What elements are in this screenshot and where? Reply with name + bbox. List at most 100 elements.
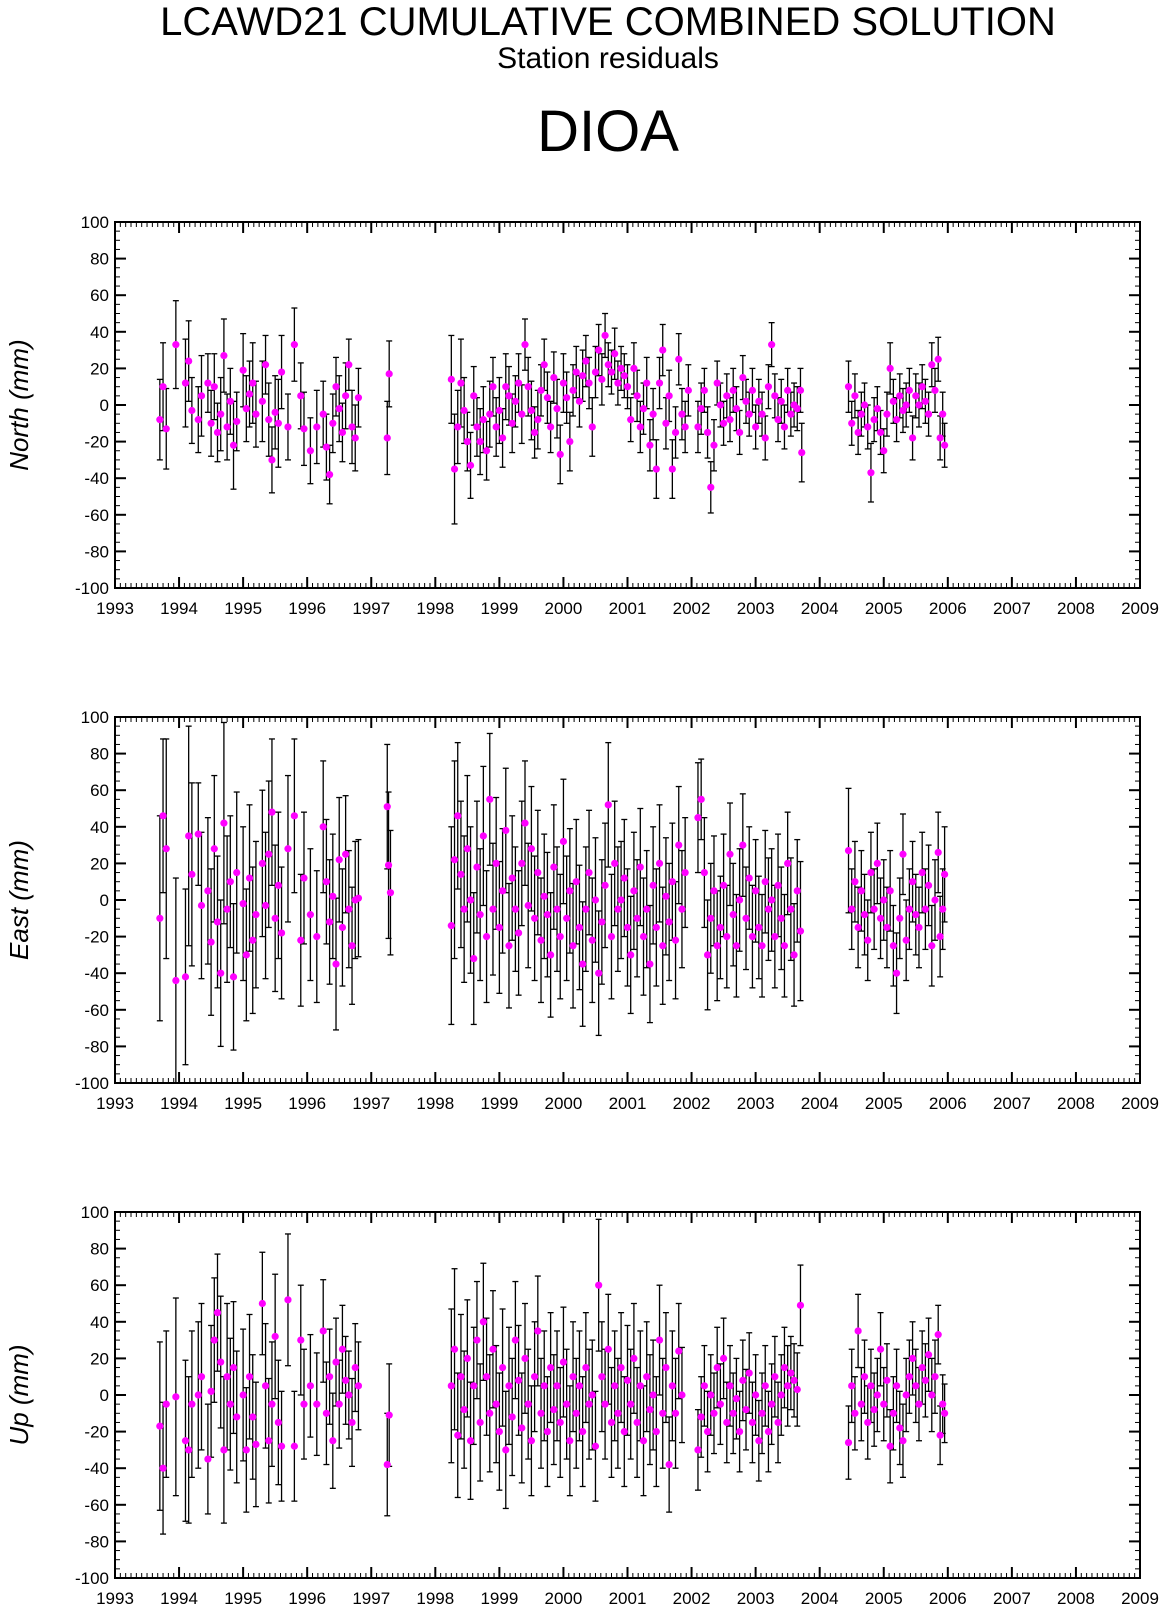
x-tick-label: 2008 xyxy=(1057,599,1095,618)
data-point xyxy=(739,1376,747,1384)
data-point xyxy=(162,425,170,433)
data-point xyxy=(495,923,503,932)
data-point xyxy=(505,942,513,950)
data-point xyxy=(924,1351,933,1359)
data-point xyxy=(675,1347,683,1355)
data-point xyxy=(876,428,885,437)
panel-north: 1993 1994 1995 1996 1997 1998 1999 2000 2001 2002… xyxy=(4,213,1159,618)
data-point xyxy=(697,405,705,413)
x-tick-label: 1996 xyxy=(288,1094,326,1113)
data-point xyxy=(476,1418,484,1427)
data-point xyxy=(796,386,805,394)
data-point xyxy=(537,936,545,944)
data-point xyxy=(217,969,225,977)
data-point xyxy=(326,1373,334,1381)
data-point xyxy=(611,350,619,358)
data-point xyxy=(719,1354,728,1362)
data-point xyxy=(857,410,865,418)
data-point xyxy=(579,960,587,968)
data-point xyxy=(258,397,266,405)
data-point xyxy=(514,1376,523,1384)
data-point xyxy=(543,1428,552,1436)
data-point xyxy=(556,1418,564,1427)
data-point xyxy=(703,1428,712,1436)
data-point xyxy=(729,386,737,394)
y-tick-label: -80 xyxy=(84,1037,109,1056)
data-point xyxy=(204,1455,212,1463)
data-point xyxy=(252,1440,260,1449)
data-point xyxy=(748,933,757,941)
data-point xyxy=(332,383,340,391)
data-point xyxy=(332,960,340,968)
data-point xyxy=(239,1391,247,1399)
x-tick-label: 2006 xyxy=(929,1094,967,1113)
data-point xyxy=(172,341,180,349)
x-tick-label: 2008 xyxy=(1057,1589,1095,1608)
data-point xyxy=(758,410,766,418)
y-tick-label: 40 xyxy=(90,1313,109,1332)
data-point xyxy=(591,896,600,904)
data-point xyxy=(313,933,321,941)
data-point xyxy=(300,425,308,433)
data-point xyxy=(649,881,657,889)
data-point xyxy=(447,375,455,383)
x-tick-label: 1995 xyxy=(224,1094,262,1113)
data-point xyxy=(607,933,616,941)
data-point xyxy=(514,929,523,937)
data-point xyxy=(223,423,231,431)
data-point xyxy=(726,416,734,424)
data-point xyxy=(524,1400,532,1408)
data-point xyxy=(617,364,625,372)
data-point xyxy=(489,383,497,391)
data-point xyxy=(886,887,894,895)
data-point xyxy=(332,1358,340,1366)
station-name: DIOA xyxy=(537,99,679,164)
data-point xyxy=(563,914,571,922)
data-point xyxy=(864,936,872,944)
data-point xyxy=(226,878,234,886)
y-tick-label: 20 xyxy=(90,1349,109,1368)
data-point xyxy=(537,1409,545,1417)
y-tick-label: -40 xyxy=(84,1459,109,1478)
data-point xyxy=(540,361,548,369)
data-point xyxy=(595,969,603,977)
data-point xyxy=(598,918,606,926)
data-point xyxy=(886,1442,894,1450)
data-point xyxy=(873,859,881,868)
data-point xyxy=(338,428,347,437)
data-point xyxy=(732,942,741,950)
y-tick-label: -100 xyxy=(75,579,109,598)
x-tick-label: 1998 xyxy=(416,1094,454,1113)
data-point xyxy=(521,341,529,349)
data-point xyxy=(774,1418,782,1427)
data-point xyxy=(585,379,593,387)
data-point xyxy=(844,383,853,391)
data-point xyxy=(851,1409,859,1417)
y-tick-label: 60 xyxy=(90,286,109,305)
data-point xyxy=(326,470,334,479)
data-point xyxy=(899,1437,907,1445)
x-tick-label: 2001 xyxy=(609,599,647,618)
x-tick-label: 2009 xyxy=(1121,1094,1159,1113)
data-point xyxy=(857,1400,865,1408)
data-point xyxy=(185,1446,193,1454)
x-tick-label: 1993 xyxy=(96,599,134,618)
data-point xyxy=(329,892,337,900)
data-point xyxy=(527,1437,536,1445)
data-point xyxy=(908,434,917,442)
y-tick-label: 80 xyxy=(90,1240,109,1259)
data-point xyxy=(454,1431,462,1439)
data-point xyxy=(793,1385,801,1394)
data-point xyxy=(905,1373,913,1381)
data-point xyxy=(277,1442,286,1450)
data-point xyxy=(931,386,939,394)
data-point xyxy=(873,1391,881,1399)
data-point xyxy=(764,383,773,391)
data-point xyxy=(582,905,590,913)
x-tick-label: 1995 xyxy=(224,1589,262,1608)
data-point xyxy=(732,1395,741,1403)
data-point xyxy=(223,1373,231,1381)
data-point xyxy=(860,401,869,409)
data-point xyxy=(880,447,888,455)
data-point xyxy=(582,1363,590,1372)
